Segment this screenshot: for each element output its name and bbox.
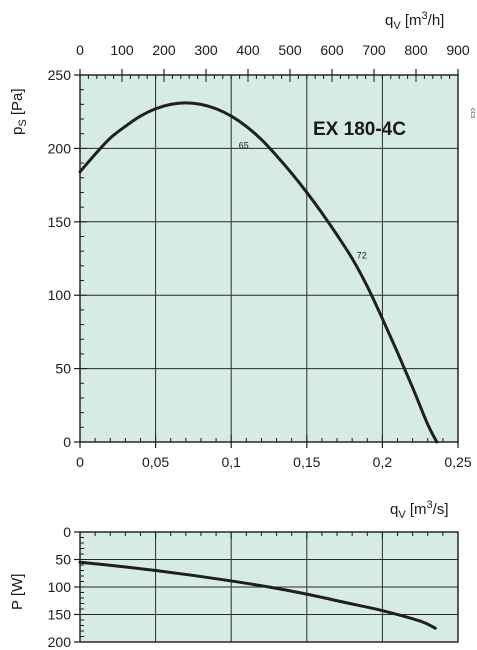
pressure-y-tick-label: 100 <box>48 287 72 303</box>
svg-text:P [W]: P [W] <box>9 574 26 610</box>
svg-text:pS [Pa]: pS [Pa] <box>9 88 29 135</box>
model-title: EX 180-4C <box>313 119 406 140</box>
flow-m3s-tick-label: 0,2 <box>373 454 393 470</box>
power-y-axis-title: P [W] <box>9 574 26 610</box>
flow-m3h-tick-label: 400 <box>236 42 260 58</box>
pressure-y-tick-label: 0 <box>63 434 71 450</box>
flow-m3h-tick-labels: 0 100 200 300 400 500 600 700 800 900 <box>76 42 470 75</box>
power-y-tick-labels: 0 50 100 150 200 <box>48 524 80 650</box>
svg-text:qV [m3/h]: qV [m3/h] <box>385 10 444 32</box>
pressure-y-axis-title: pS [Pa] <box>9 88 29 135</box>
flow-m3h-tick-label: 200 <box>152 42 176 58</box>
pressure-annotations: 65 72 <box>239 140 367 260</box>
flow-m3s-tick-label: 0,25 <box>444 454 471 470</box>
power-y-tick-label: 150 <box>48 607 72 623</box>
flow-m3h-tick-label: 300 <box>194 42 218 58</box>
pressure-plot-area <box>80 75 458 442</box>
flow-m3h-tick-label: 100 <box>110 42 134 58</box>
pressure-y-tick-label: 200 <box>48 140 72 156</box>
flow-m3s-tick-label: 0 <box>76 454 84 470</box>
pressure-plot-border <box>79 74 459 443</box>
flow-m3h-tick-label: 600 <box>320 42 344 58</box>
operating-point-label: 72 <box>357 251 367 261</box>
power-y-tick-label: 50 <box>55 552 71 568</box>
operating-point-label: 65 <box>239 140 249 150</box>
pressure-grid <box>80 75 458 442</box>
svg-text:qV [m3/s]: qV [m3/s] <box>390 499 449 521</box>
flow-m3s-tick-label: 0,15 <box>293 454 320 470</box>
pressure-y-tick-label: 250 <box>48 67 72 83</box>
pressure-y-tick-label: 50 <box>55 361 71 377</box>
flow-m3s-tick-label: 0,1 <box>221 454 241 470</box>
flow-m3h-tick-label: 900 <box>446 42 470 58</box>
power-y-tick-label: 200 <box>48 634 72 650</box>
pressure-y-tick-labels: 0 50 100 150 200 250 <box>48 67 80 450</box>
flow-m3s-tick-labels: 0 0,05 0,1 0,15 0,2 0,25 <box>76 442 472 470</box>
flow-m3h-axis-title: qV [m3/h] <box>385 10 444 32</box>
flow-m3s-tick-label: 0,05 <box>142 454 169 470</box>
pressure-curve <box>78 101 439 444</box>
pressure-y-tick-label: 150 <box>48 214 72 230</box>
flow-m3h-tick-label: 0 <box>76 42 84 58</box>
side-code-mark: ccs <box>469 108 476 119</box>
flow-m3s-axis-title: qV [m3/s] <box>390 499 449 521</box>
flow-m3h-tick-label: 700 <box>362 42 386 58</box>
power-y-tick-label: 100 <box>48 579 72 595</box>
flow-m3h-tick-label: 500 <box>278 42 302 58</box>
power-y-tick-label: 0 <box>63 524 71 540</box>
flow-m3h-tick-label: 800 <box>404 42 428 58</box>
power-curve <box>78 560 437 630</box>
